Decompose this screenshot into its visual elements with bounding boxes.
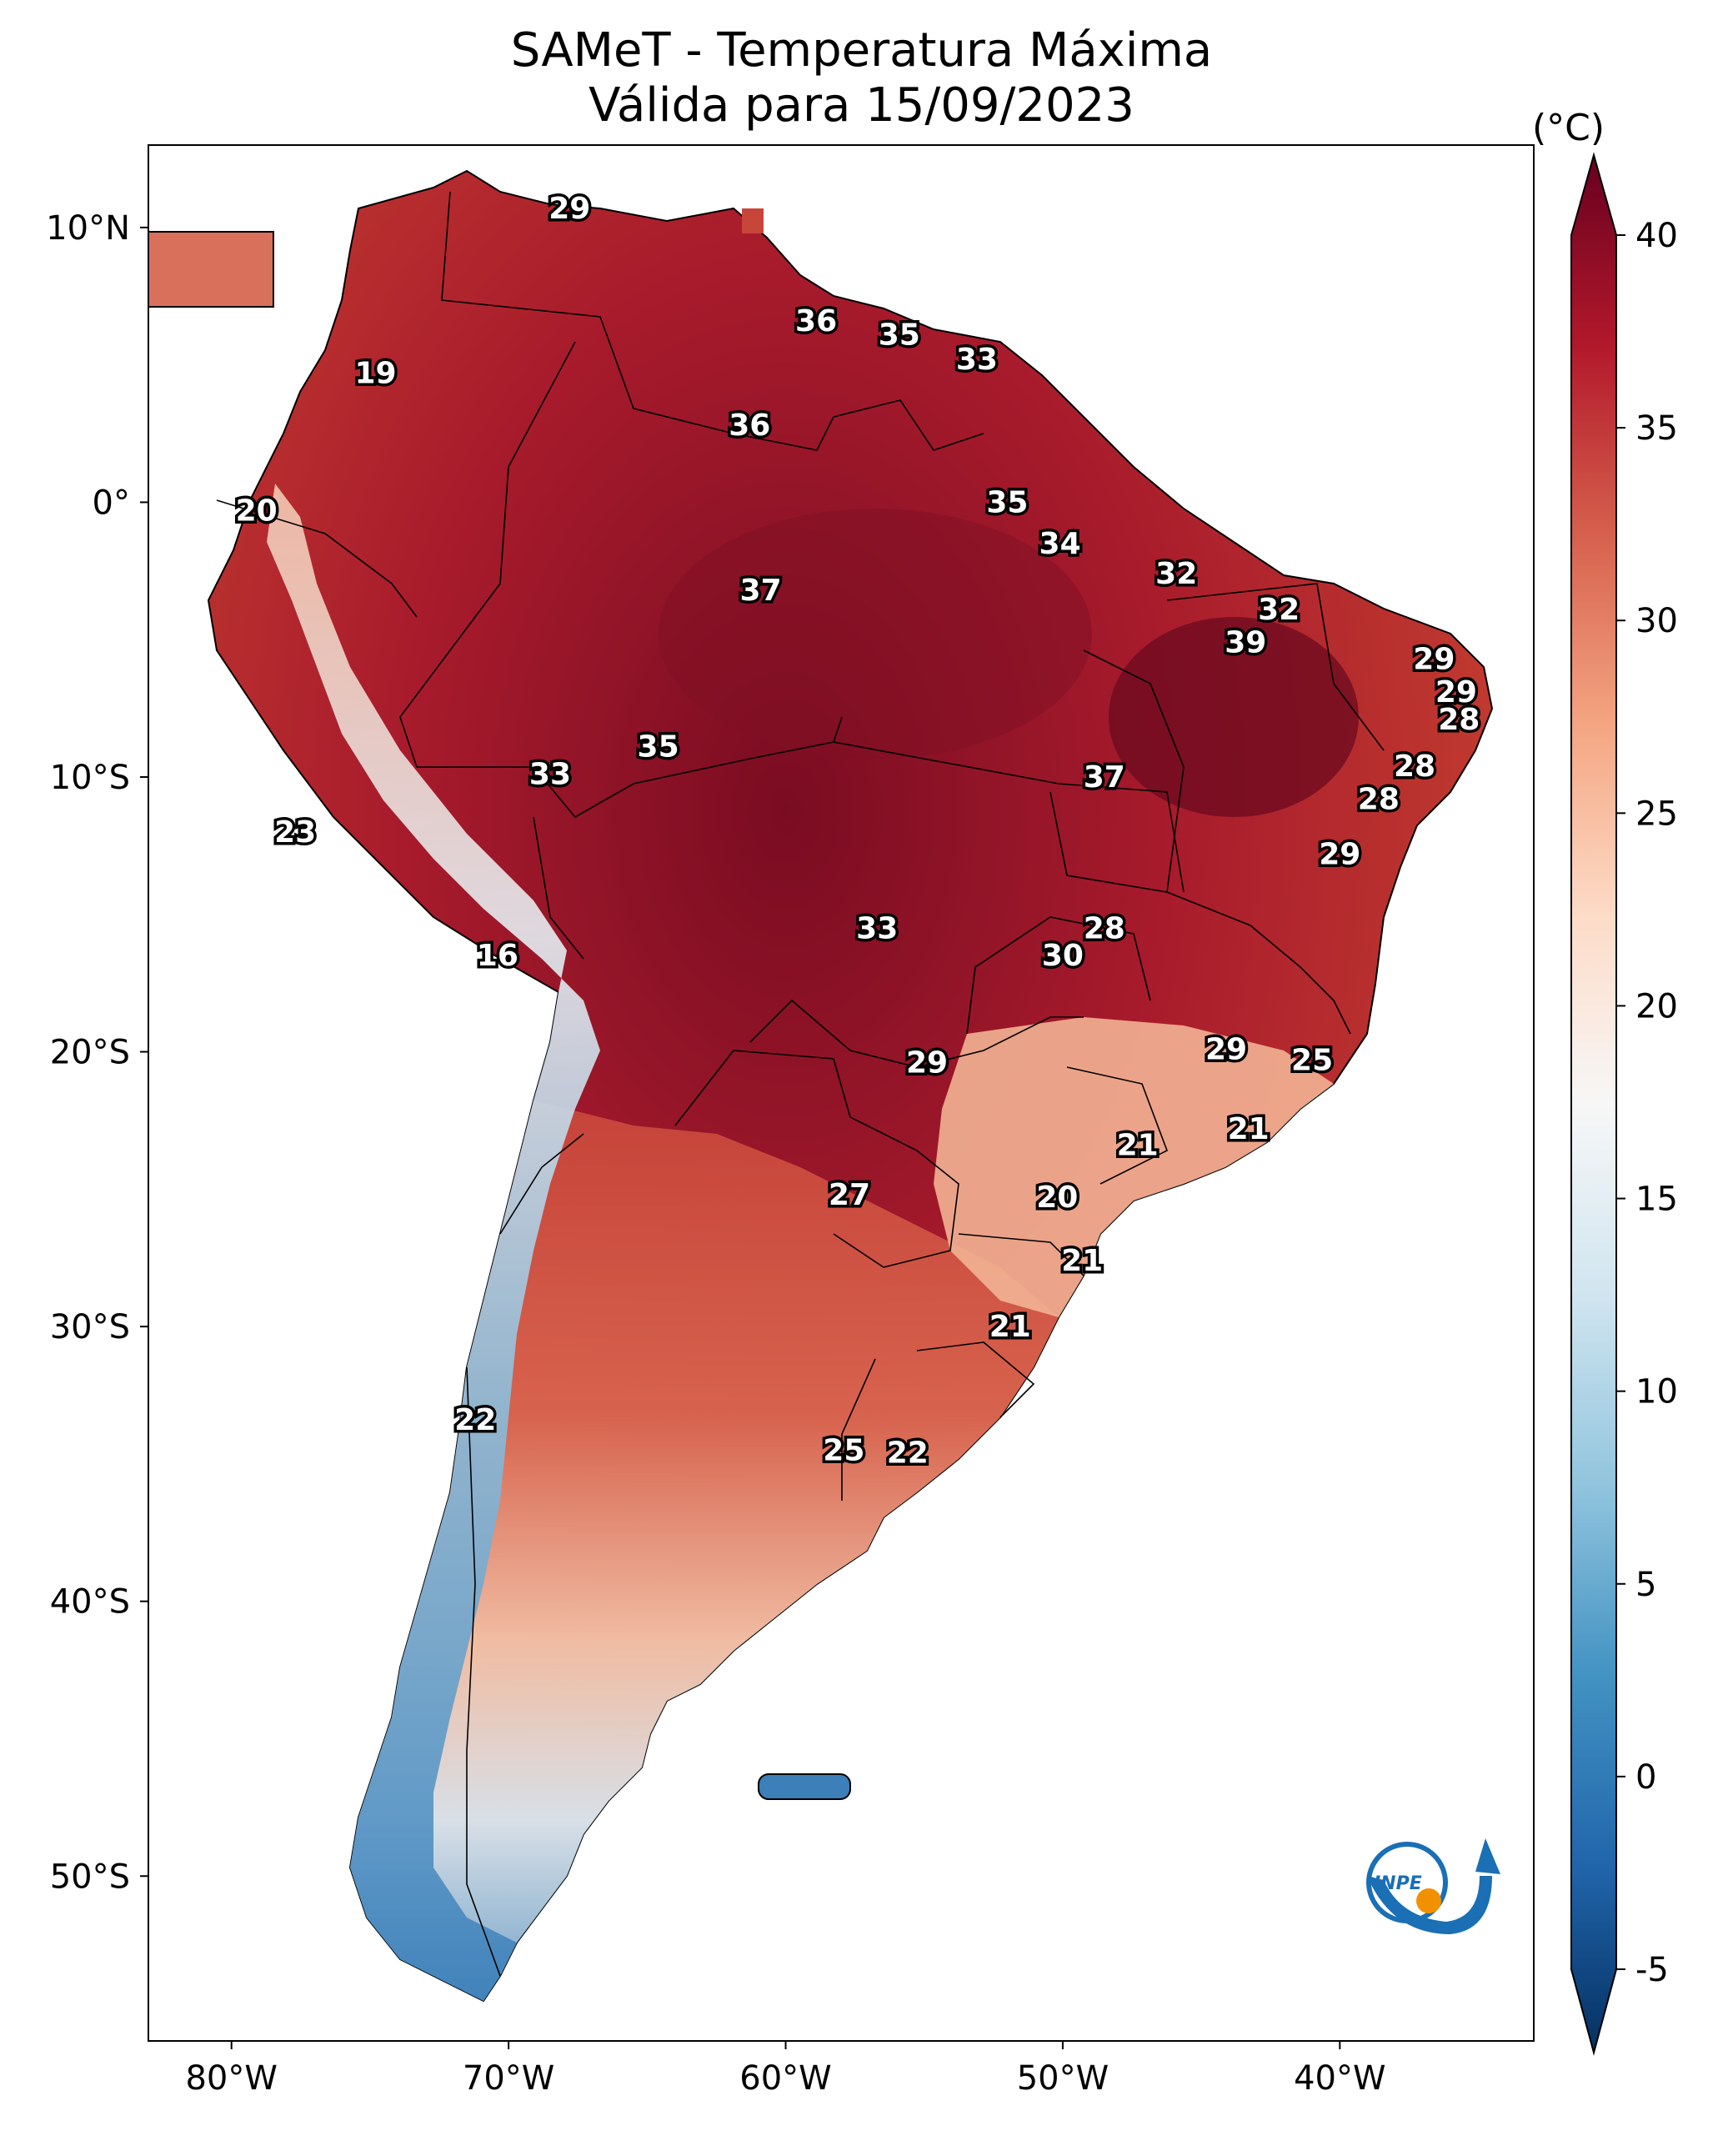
temperature-label: 29 bbox=[1413, 642, 1455, 676]
temperature-label: 33 bbox=[529, 758, 571, 792]
inpe-logo-icon: INPE bbox=[1366, 1838, 1500, 1934]
temperature-label: 30 bbox=[1042, 939, 1084, 973]
colorbar-tick-label: -5 bbox=[1635, 1951, 1669, 1989]
temperature-label: 23 bbox=[274, 815, 316, 850]
temperature-label: 35 bbox=[986, 485, 1028, 519]
temperature-label: 28 bbox=[1358, 782, 1400, 816]
temperature-label: 29 bbox=[1205, 1032, 1247, 1066]
y-tick-label: 20°S bbox=[50, 1034, 130, 1072]
chart-title: SAMeT - Temperatura Máxima bbox=[510, 23, 1213, 78]
colorbar-tick-label: 5 bbox=[1635, 1566, 1656, 1604]
temperature-label: 25 bbox=[1291, 1043, 1333, 1077]
y-tick-label: 10°S bbox=[50, 759, 130, 797]
temperature-label: 28 bbox=[1394, 750, 1435, 784]
chart-subtitle: Válida para 15/09/2023 bbox=[589, 78, 1134, 133]
temperature-label: 33 bbox=[956, 343, 998, 377]
temperature-label: 22 bbox=[887, 1436, 929, 1471]
temperature-label: 37 bbox=[1084, 760, 1125, 795]
temperature-label: 29 bbox=[1435, 675, 1477, 709]
temperature-label: 28 bbox=[1438, 703, 1480, 737]
south-cone-region bbox=[350, 1101, 1059, 2001]
trinidad-island bbox=[742, 208, 764, 233]
temperature-label: 29 bbox=[906, 1046, 948, 1081]
temperature-label: 36 bbox=[795, 304, 837, 338]
temperature-label: 20 bbox=[236, 494, 278, 528]
temperature-label: 21 bbox=[1117, 1129, 1159, 1163]
temperature-label: 21 bbox=[989, 1310, 1031, 1344]
colorbar-tick-label: 0 bbox=[1635, 1758, 1656, 1797]
inpe-logo-text: INPE bbox=[1374, 1873, 1422, 1894]
temperature-label: 16 bbox=[477, 939, 518, 973]
y-tick-label: 50°S bbox=[50, 1858, 130, 1896]
colorbar-gradient bbox=[1570, 152, 1617, 2056]
y-tick-label: 10°N bbox=[46, 209, 130, 248]
hot-core-northeast bbox=[1109, 617, 1359, 817]
temperature-label: 25 bbox=[823, 1433, 864, 1467]
temperature-label: 39 bbox=[1225, 626, 1266, 660]
temperature-label: 19 bbox=[355, 357, 397, 391]
andes-cool-strip bbox=[267, 484, 600, 2001]
colorbar-tick-label: 15 bbox=[1635, 1181, 1678, 1219]
temperature-label: 20 bbox=[1036, 1181, 1078, 1215]
temperature-label: 29 bbox=[548, 192, 590, 226]
x-tick-label: 70°W bbox=[463, 2059, 554, 2098]
x-tick-label: 60°W bbox=[739, 2059, 831, 2098]
hot-core-amazon bbox=[659, 509, 1092, 759]
temperature-label: 32 bbox=[1155, 557, 1197, 591]
colorbar-ticks: 40 35 30 25 20 15 10 5 0 -5 bbox=[1616, 217, 1678, 1989]
temperature-label: 27 bbox=[829, 1178, 870, 1212]
map-frame bbox=[148, 144, 1535, 2042]
temperature-label: 34 bbox=[1039, 527, 1081, 561]
y-axis: 10°N 0° 10°S 20°S 30°S 40°S 50°S bbox=[46, 209, 148, 1896]
colorbar-tick-label: 25 bbox=[1635, 795, 1678, 833]
country-borders bbox=[216, 191, 1385, 1977]
temperature-label: 32 bbox=[1258, 593, 1300, 627]
temperature-label: 35 bbox=[638, 730, 679, 765]
colorbar-tick-label: 20 bbox=[1635, 987, 1678, 1025]
temperature-label: 21 bbox=[1228, 1112, 1270, 1146]
x-tick-label: 50°W bbox=[1017, 2059, 1109, 2098]
y-tick-label: 30°S bbox=[50, 1308, 130, 1346]
temperature-label: 21 bbox=[1061, 1244, 1103, 1278]
falkland-islands bbox=[758, 1773, 851, 1800]
y-tick-label: 0° bbox=[93, 484, 130, 522]
x-axis: 80°W 70°W 60°W 50°W 40°W bbox=[185, 2041, 1386, 2098]
y-tick-label: 40°S bbox=[50, 1583, 130, 1622]
x-tick-label: 80°W bbox=[185, 2059, 277, 2098]
colorbar-unit: (°C) bbox=[1532, 107, 1605, 149]
colorbar-tick-label: 40 bbox=[1635, 217, 1678, 255]
colorbar-tick-label: 35 bbox=[1635, 409, 1678, 448]
temperature-label: 36 bbox=[729, 409, 770, 443]
colorbar: 40 35 30 25 20 15 10 5 0 -5 bbox=[1570, 152, 1678, 2056]
colorbar-tick-label: 30 bbox=[1635, 602, 1678, 640]
temperature-label: 28 bbox=[1084, 911, 1125, 945]
central-america-strip bbox=[148, 231, 274, 308]
temperature-label: 33 bbox=[856, 911, 898, 945]
temperature-label: 29 bbox=[1319, 837, 1360, 871]
colorbar-tick-label: 10 bbox=[1635, 1373, 1678, 1411]
temperature-label: 35 bbox=[879, 318, 920, 352]
temperature-label: 37 bbox=[740, 574, 782, 608]
x-tick-label: 40°W bbox=[1294, 2059, 1385, 2098]
temperature-label: 22 bbox=[454, 1403, 496, 1437]
